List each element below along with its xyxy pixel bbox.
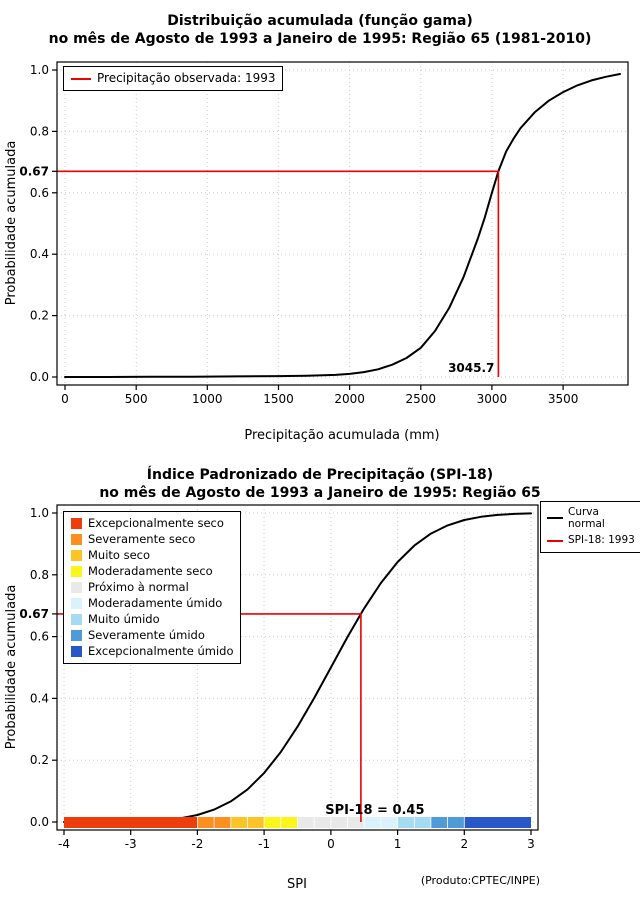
y-tick-label: 0.8	[30, 124, 49, 138]
red-line-sample	[71, 77, 91, 80]
y-tick-label: 1.0	[30, 506, 49, 520]
y-tick-label: 0.6	[30, 186, 49, 200]
spi-category-legend: Excepcionalmente seco Severamente seco M…	[63, 511, 242, 664]
x-tick-label: 2500	[406, 392, 437, 406]
spi-category-band	[64, 817, 198, 828]
x-axis-title: Precipitação acumulada (mm)	[244, 428, 439, 443]
observed-marker-line	[57, 170, 500, 377]
category-swatch	[71, 518, 82, 529]
chart-title: Índice Padronizado de Precipitação (SPI-…	[146, 467, 494, 483]
y-tick-label: 0.2	[30, 309, 49, 323]
marker-y-label: 0.67	[19, 607, 49, 621]
marker-x-label: 3045.7	[448, 361, 494, 375]
x-tick-label: 0	[327, 837, 335, 851]
legend-label: Severamente úmido	[88, 628, 205, 642]
x-tick-label: -4	[58, 837, 70, 851]
legend-item: Excepcionalmente seco	[71, 516, 233, 531]
legend-box: Precipitação observada: 1993	[63, 66, 284, 91]
y-axis-title: Probabilidade acumulada	[4, 585, 19, 750]
category-swatch	[71, 550, 82, 561]
legend-label: SPI-18: 1993	[568, 534, 635, 546]
x-tick-label: 3500	[548, 392, 579, 406]
legend-item: SPI-18: 1993	[547, 533, 635, 548]
y-tick-label: 0.8	[30, 568, 49, 582]
legend-item: Severamente úmido	[71, 628, 233, 643]
category-swatch	[71, 630, 82, 641]
category-swatch	[71, 534, 82, 545]
series-legend: Curva normal SPI-18: 1993	[540, 501, 640, 553]
y-tick-label: 1.0	[30, 63, 49, 77]
category-swatch	[71, 614, 82, 625]
red-line-sample	[547, 539, 563, 542]
legend-label: Severamente seco	[88, 532, 196, 546]
chart-subtitle: no mês de Agosto de 1993 a Janeiro de 19…	[48, 31, 592, 47]
spi-18-chart: SPI Probabilidade acumulada -4 -3 -2 -1 0 1 2 3…	[0, 455, 640, 900]
y-tick-label: 0.4	[30, 691, 49, 705]
legend-item: Excepcionalmente úmido	[71, 644, 233, 659]
plot-box	[56, 504, 539, 831]
x-tick-label: 0	[61, 392, 69, 406]
legend-item: Moderadamente seco	[71, 564, 233, 579]
x-tick-label: 3000	[477, 392, 508, 406]
y-tick-label: 0.0	[30, 370, 49, 384]
legend-item: Curva normal	[547, 506, 635, 530]
plot-box	[56, 61, 629, 386]
x-axis-title: SPI	[287, 877, 307, 892]
legend-item: Precipitação observada: 1993	[71, 71, 275, 86]
category-swatch	[71, 566, 82, 577]
y-tick-label: 0.4	[30, 247, 49, 261]
x-tick-label: -3	[125, 837, 137, 851]
legend-label: Muito seco	[88, 548, 151, 562]
marker-y-label: 0.67	[19, 164, 49, 178]
spi-annotation: SPI-18 = 0.45	[325, 803, 424, 818]
legend-label: Curva normal	[568, 506, 605, 530]
legend-label: Excepcionalmente úmido	[88, 644, 234, 658]
x-tick-label: 2000	[334, 392, 365, 406]
legend-item: Moderadamente úmido	[71, 596, 233, 611]
legend-label: Muito úmido	[88, 612, 160, 626]
category-swatch	[71, 646, 82, 657]
spi-category-band	[464, 817, 531, 828]
x-tick-label: 3	[527, 837, 535, 851]
x-tick-label: 500	[125, 392, 148, 406]
chart-subtitle: no mês de Agosto de 1993 a Janeiro de 19…	[99, 485, 541, 501]
legend-item: Próximo à normal	[71, 580, 233, 595]
category-swatch	[71, 598, 82, 609]
y-tick-label: 0.0	[30, 815, 49, 829]
legend-label: Precipitação observada: 1993	[97, 71, 276, 85]
y-tick-label: 0.2	[30, 753, 49, 767]
x-tick-label: 1500	[263, 392, 294, 406]
category-swatch	[71, 582, 82, 593]
chart-title: Distribuição acumulada (função gama)	[167, 13, 473, 29]
y-axis-title: Probabilidade acumulada	[4, 141, 19, 306]
x-tick-label: 2	[460, 837, 468, 851]
legend-label: Próximo à normal	[88, 580, 189, 594]
black-line-sample	[547, 517, 563, 519]
product-footnote: (Produto:CPTEC/INPE)	[420, 874, 540, 887]
x-tick-label: 1000	[192, 392, 223, 406]
legend-label: Excepcionalmente seco	[88, 516, 224, 530]
legend-label: Moderadamente úmido	[88, 596, 223, 610]
legend-item: Muito seco	[71, 548, 233, 563]
spi-plot-svg: SPI Probabilidade acumulada -4 -3 -2 -1 0 1 2 3…	[4, 504, 539, 892]
x-tick-label: -2	[191, 837, 203, 851]
legend-label: Moderadamente seco	[88, 564, 213, 578]
cdf-curve	[64, 73, 621, 378]
gamma-distribution-chart: Precipitação acumulada (mm) Probabilidad…	[4, 13, 629, 443]
legend-item: Muito úmido	[71, 612, 233, 627]
y-tick-label: 0.6	[30, 630, 49, 644]
x-tick-label: -1	[258, 837, 270, 851]
x-tick-label: 1	[394, 837, 402, 851]
legend-item: Severamente seco	[71, 532, 233, 547]
gamma-plot-svg: Precipitação acumulada (mm) Probabilidad…	[4, 61, 629, 443]
